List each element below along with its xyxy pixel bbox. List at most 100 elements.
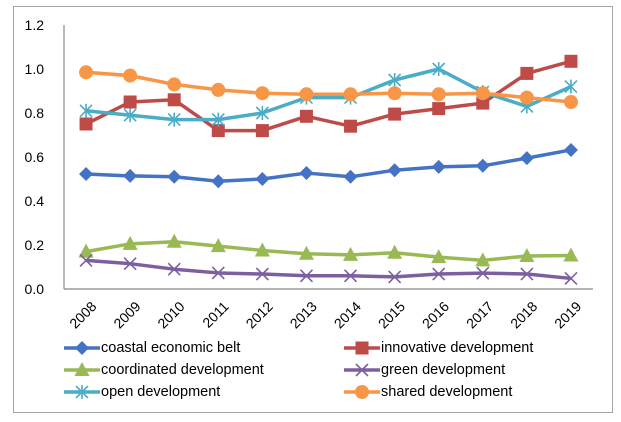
legend-label: shared development (381, 384, 513, 400)
legend-item-green-development: green development (344, 360, 505, 380)
y-tick-label: 0.8 (25, 105, 45, 121)
data-point-shared-development (299, 87, 314, 102)
data-point-coordinated-development (254, 242, 270, 257)
data-point-green-development (255, 267, 269, 281)
data-point-shared-development (431, 87, 446, 102)
data-point-green-development (388, 270, 402, 284)
legend-marker (74, 362, 90, 376)
data-point-shared-development (343, 87, 358, 102)
legend-item-open-development: open development (64, 382, 220, 402)
data-point-open-development (564, 79, 578, 94)
data-point-coastal-economic-belt (123, 168, 138, 183)
x-tick-label: 2015 (375, 298, 408, 331)
series-line-green-development (85, 258, 572, 281)
data-point-green-development (79, 253, 93, 267)
legend-item-shared-development: shared development (344, 382, 512, 402)
legend-item-coastal-economic-belt: coastal economic belt (64, 338, 240, 358)
x-tick-label: 2011 (199, 298, 232, 331)
data-point-shared-development (255, 86, 270, 101)
data-point-innovative-development (388, 107, 402, 121)
data-point-coastal-economic-belt (343, 169, 358, 184)
data-point-coastal-economic-belt (519, 151, 534, 166)
data-point-coordinated-development (78, 243, 94, 258)
series-coastal-economic-belt (79, 142, 578, 189)
data-point-coastal-economic-belt (299, 166, 314, 181)
y-tick-label: 1.2 (25, 17, 45, 33)
legend-swatch-circle-icon (344, 385, 380, 399)
data-point-coordinated-development (563, 247, 579, 262)
legend-label: green development (381, 362, 506, 378)
x-tick-label: 2016 (419, 298, 452, 331)
series-line-coordinated-development (85, 239, 571, 263)
data-point-coastal-economic-belt (475, 158, 490, 173)
legend-swatch-diamond-icon (64, 341, 100, 355)
series-line-innovative-development (85, 59, 572, 133)
legend-item-innovative-development: innovative development (344, 338, 533, 358)
data-point-green-development (476, 266, 490, 280)
data-point-innovative-development (344, 119, 358, 133)
x-tick-label: 2010 (154, 298, 187, 331)
data-point-coastal-economic-belt (79, 166, 94, 181)
data-point-green-development (520, 267, 534, 281)
data-point-innovative-development (520, 66, 534, 80)
x-tick-label: 2013 (287, 298, 320, 331)
data-point-green-development (167, 262, 181, 276)
legend-item-coordinated-development: coordinated development (64, 360, 264, 380)
data-point-shared-development (167, 77, 182, 92)
data-point-coordinated-development (210, 238, 226, 253)
data-point-shared-development (387, 86, 402, 101)
series-shared-development (79, 65, 578, 109)
x-tick-label: 2019 (551, 298, 584, 331)
series-green-development (79, 253, 578, 286)
data-point-innovative-development (79, 117, 93, 131)
data-point-coordinated-development (431, 249, 447, 264)
data-point-coordinated-development (166, 233, 182, 248)
data-point-coastal-economic-belt (387, 163, 402, 178)
data-point-green-development (299, 269, 314, 283)
data-point-coordinated-development (387, 244, 403, 259)
data-point-open-development (255, 106, 269, 120)
data-point-innovative-development (123, 95, 137, 109)
data-point-green-development (343, 269, 358, 283)
data-point-coordinated-development (298, 245, 314, 260)
data-point-green-development (123, 257, 137, 271)
data-point-open-development (167, 112, 181, 127)
data-point-coastal-economic-belt (167, 169, 182, 184)
y-tick-label: 1.0 (25, 61, 45, 77)
data-point-shared-development (211, 82, 226, 97)
data-point-innovative-development (476, 96, 490, 110)
legend-swatch-square-icon (344, 341, 380, 355)
data-point-innovative-development (564, 54, 578, 68)
data-point-shared-development (475, 86, 490, 101)
data-point-open-development (123, 108, 137, 123)
data-point-coordinated-development (519, 248, 535, 262)
x-tick-label: 2017 (463, 298, 496, 331)
legend-swatch-asterisk-icon (64, 385, 100, 399)
data-point-coordinated-development (122, 235, 138, 250)
data-point-green-development (211, 266, 225, 280)
data-point-open-development (211, 112, 225, 127)
data-point-open-development (79, 103, 93, 118)
legend-label: innovative development (381, 340, 534, 356)
series-line-shared-development (85, 70, 572, 104)
legend-swatch-triangle-icon (64, 362, 100, 376)
data-point-open-development (432, 62, 446, 76)
data-point-innovative-development (167, 93, 181, 107)
y-tick-label: 0.6 (25, 149, 45, 165)
data-point-coastal-economic-belt (431, 159, 446, 174)
data-point-coastal-economic-belt (563, 142, 578, 157)
x-tick-label: 2008 (66, 298, 99, 331)
data-point-innovative-development (299, 109, 313, 123)
y-tick-label: 0.4 (25, 193, 45, 209)
data-point-coordinated-development (475, 252, 491, 267)
data-point-shared-development (519, 90, 534, 105)
legend-marker (75, 385, 89, 399)
series-innovative-development (79, 54, 578, 138)
data-point-coastal-economic-belt (255, 172, 270, 186)
data-point-coastal-economic-belt (211, 174, 226, 189)
data-point-green-development (432, 267, 446, 281)
x-tick-label: 2014 (331, 298, 364, 331)
x-tick-label: 2009 (110, 298, 143, 331)
data-point-coordinated-development (343, 246, 359, 261)
